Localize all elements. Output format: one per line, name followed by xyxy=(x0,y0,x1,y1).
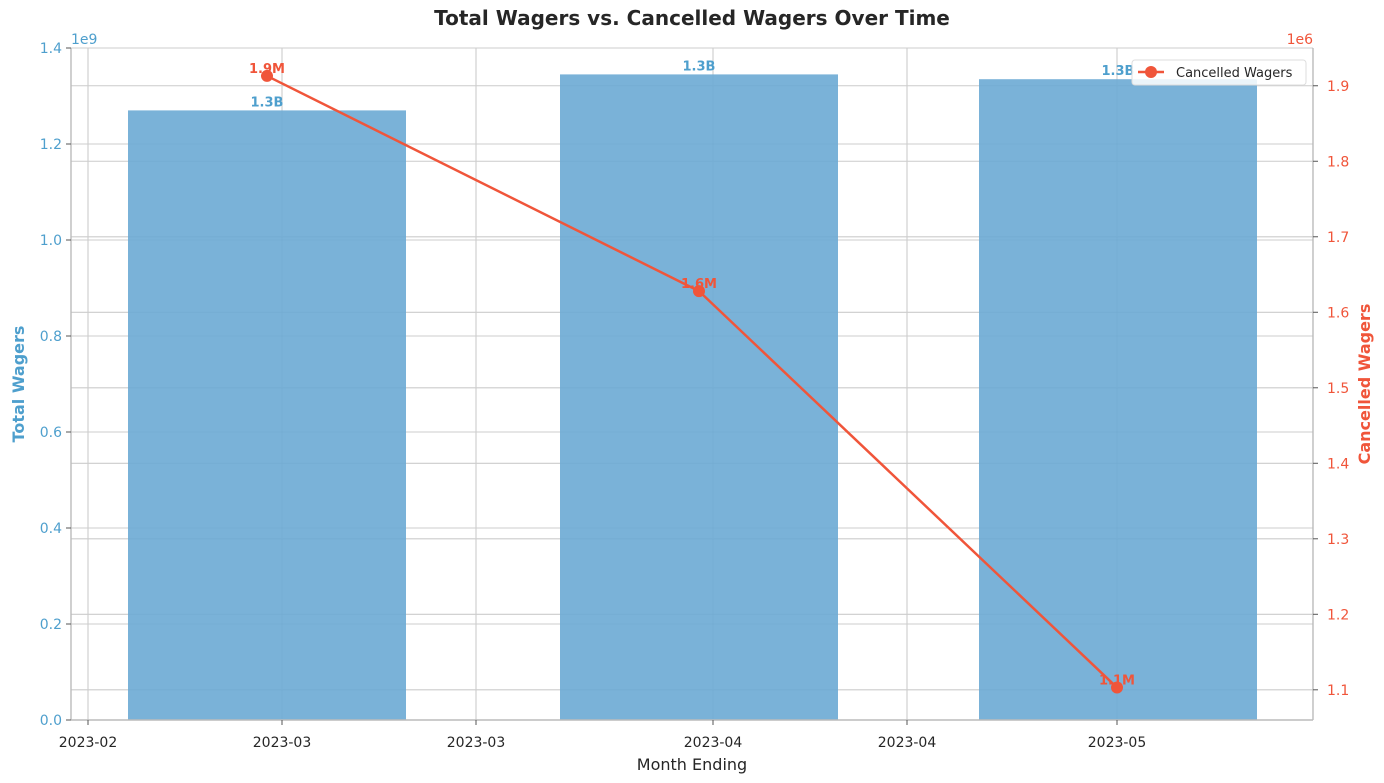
y-left-tick-label: 1.0 xyxy=(40,233,62,249)
y-left-tick-label: 0.0 xyxy=(40,713,62,729)
y-right-offset-text: 1e6 xyxy=(1287,32,1314,48)
y-right-tick-label: 1.3 xyxy=(1327,532,1349,548)
y-right-tick-label: 1.9 xyxy=(1327,79,1349,95)
x-axis-label: Month Ending xyxy=(637,755,747,774)
y-right-tick-label: 1.8 xyxy=(1327,154,1349,170)
x-tick-label: 2023-04 xyxy=(684,735,743,751)
y-right-tick-label: 1.1 xyxy=(1327,683,1349,699)
line-data-label: 1.1M xyxy=(1099,674,1135,689)
y-right-tick-label: 1.2 xyxy=(1327,607,1349,623)
y-left-tick-label: 0.8 xyxy=(40,329,62,345)
cancelled-wagers-point xyxy=(261,69,273,82)
bar-data-label: 1.3B xyxy=(683,59,716,74)
bar xyxy=(979,79,1257,720)
y-right-tick-label: 1.4 xyxy=(1327,456,1349,472)
bar-data-label: 1.3B xyxy=(1102,64,1135,79)
legend-marker-swatch xyxy=(1145,66,1157,78)
chart-title: Total Wagers vs. Cancelled Wagers Over T… xyxy=(434,6,950,30)
y-left-tick-label: 0.2 xyxy=(40,617,62,633)
bar xyxy=(128,110,406,720)
x-tick-label: 2023-05 xyxy=(1088,735,1147,751)
y-right-tick-label: 1.7 xyxy=(1327,230,1349,246)
line-data-label: 1.6M xyxy=(681,277,717,292)
y-right-tick-label: 1.5 xyxy=(1327,381,1349,397)
y-left-tick-label: 0.6 xyxy=(40,425,62,441)
x-tick-label: 2023-04 xyxy=(878,735,937,751)
x-tick-label: 2023-02 xyxy=(59,735,118,751)
bar-data-label: 1.3B xyxy=(251,95,284,110)
bar xyxy=(560,74,838,720)
cancelled-wagers-point xyxy=(693,285,705,298)
y-right-tick-label: 1.6 xyxy=(1327,305,1349,321)
y-left-tick-label: 1.2 xyxy=(40,137,62,153)
legend-label: Cancelled Wagers xyxy=(1176,66,1293,81)
line-data-label: 1.9M xyxy=(249,62,285,77)
legend-box xyxy=(1131,59,1307,86)
y-left-axis-label: Total Wagers xyxy=(9,326,28,443)
y-left-tick-label: 0.4 xyxy=(40,521,62,537)
x-tick-label: 2023-03 xyxy=(253,735,312,751)
cancelled-wagers-point xyxy=(1111,681,1123,694)
y-left-offset-text: 1e9 xyxy=(71,32,97,48)
y-left-tick-label: 1.4 xyxy=(40,41,62,57)
y-right-axis-label: Cancelled Wagers xyxy=(1355,304,1374,465)
x-tick-label: 2023-03 xyxy=(447,735,506,751)
